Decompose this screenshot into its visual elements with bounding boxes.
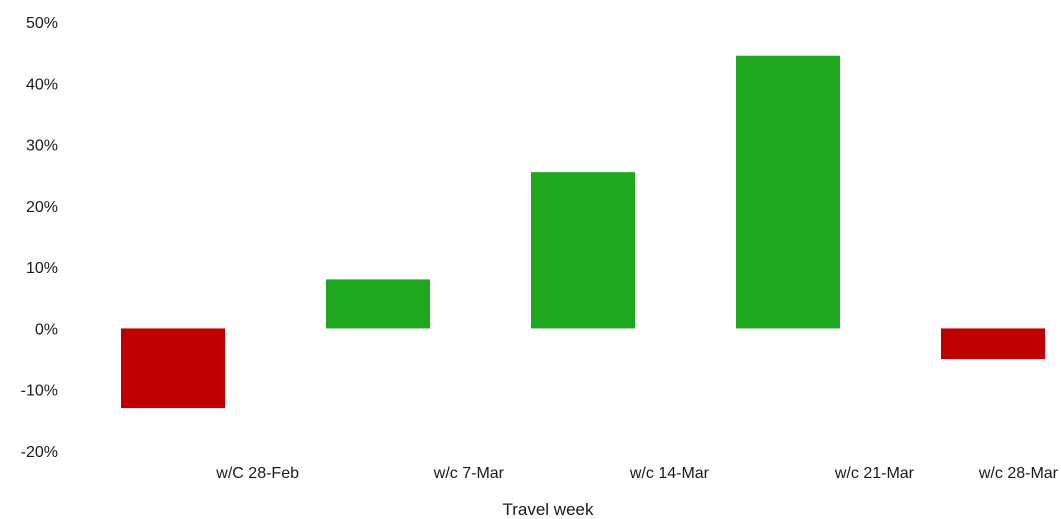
y-tick-label: 40% (26, 76, 58, 93)
y-tick-label: -20% (21, 444, 58, 461)
x-category-label: w/c 7-Mar (433, 465, 505, 482)
y-tick-label: 30% (26, 138, 58, 155)
y-tick-label: 10% (26, 260, 58, 277)
bars-group (121, 55, 1045, 409)
y-axis-tick-labels: 50% 40% 30% 20% 10% 0% -10% -20% (21, 15, 58, 461)
x-axis-category-labels: w/C 28-Feb w/c 7-Mar w/c 14-Mar w/c 21-Mar w… (215, 465, 1058, 482)
y-tick-label: 0% (35, 321, 58, 338)
x-category-label: w/c 14-Mar (629, 465, 710, 482)
x-category-label: w/c 21-Mar (834, 465, 915, 482)
x-category-label: w/C 28-Feb (215, 465, 299, 482)
bar (326, 279, 430, 329)
bar (941, 328, 1045, 360)
bar (531, 172, 635, 329)
bar (121, 328, 225, 409)
x-category-label: w/c 28-Mar (978, 465, 1059, 482)
y-tick-label: 50% (26, 15, 58, 32)
y-tick-label: 20% (26, 199, 58, 216)
x-axis-title: Travel week (502, 500, 594, 519)
bar (736, 55, 840, 329)
y-tick-label: -10% (21, 383, 58, 400)
